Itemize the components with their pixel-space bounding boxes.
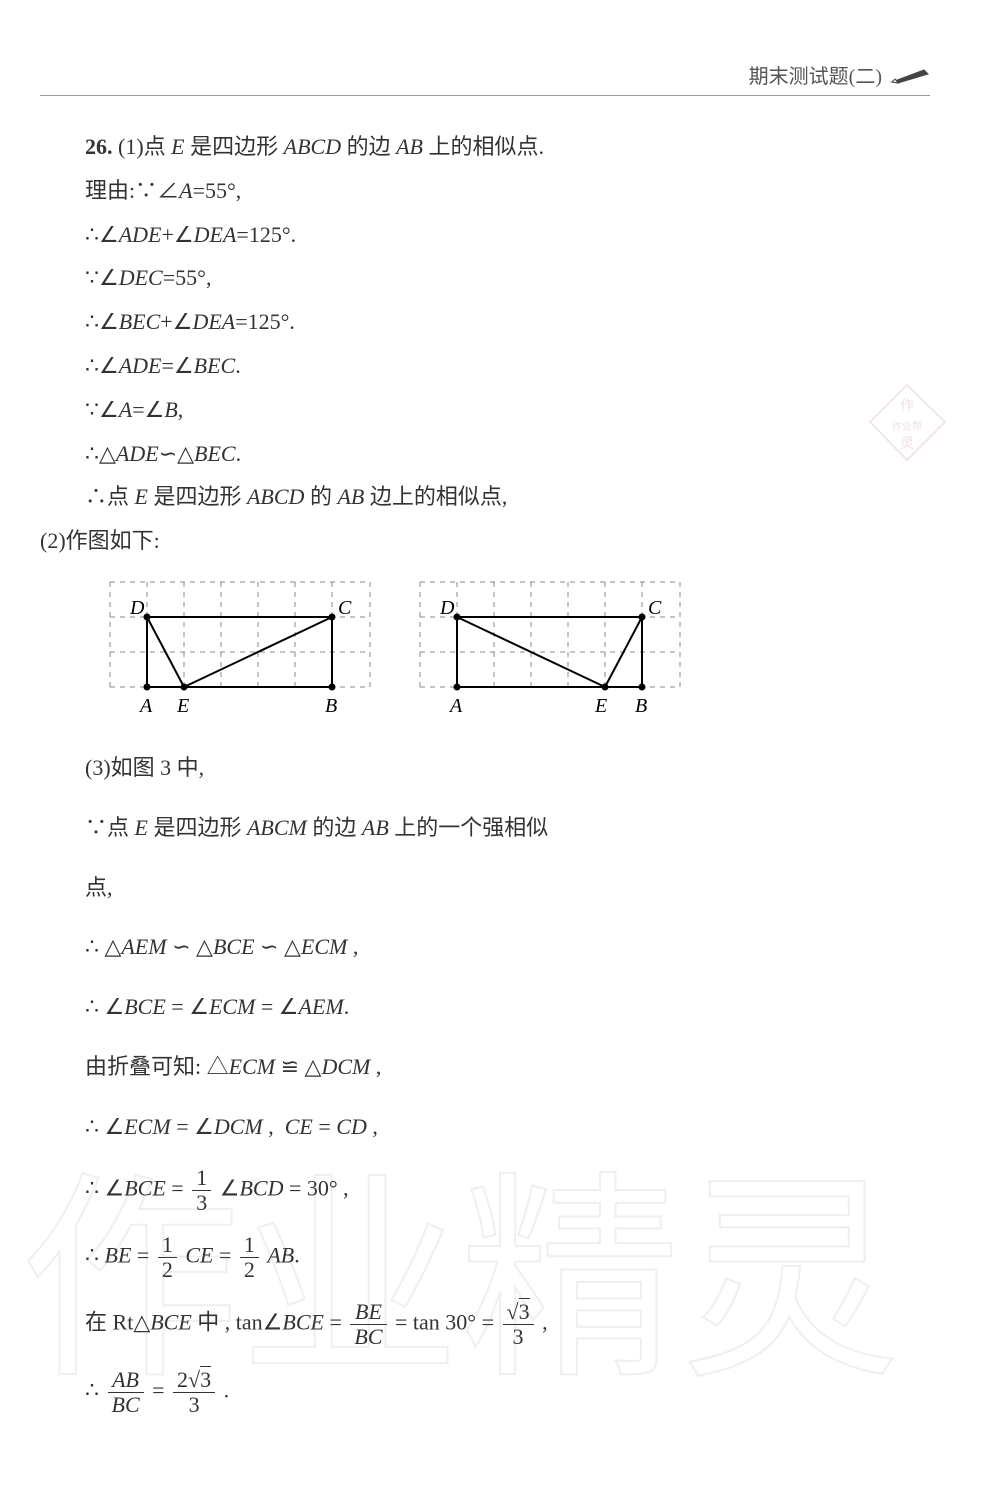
part3-line-4: 由折叠可知: △ECM ≌ △DCM , xyxy=(85,1046,930,1088)
part3-label: (3) xyxy=(85,755,111,780)
fig1-label-D: D xyxy=(129,597,145,619)
part2-text: 作图如下: xyxy=(66,528,160,553)
fraction-ab-bc: AB BC xyxy=(108,1368,144,1417)
part3-line-1: 点, xyxy=(85,867,930,909)
fig1-label-B: B xyxy=(325,695,337,717)
fraction-be-bc: BE BC xyxy=(350,1300,386,1349)
fraction-2sqrt3-3: 2√3 3 xyxy=(173,1368,215,1417)
part3-heading: (3)如图 3 中, xyxy=(85,747,930,789)
part3-frac2: ∴ BE = 1 2 CE = 1 2 AB. xyxy=(85,1233,930,1282)
svg-text:作业帮: 作业帮 xyxy=(892,421,922,433)
part1-statement: 点 E 是四边形 ABCD 的边 AB 上的相似点. xyxy=(144,134,544,159)
header-title: 期末测试题(二) xyxy=(749,60,882,89)
svg-text:作: 作 xyxy=(900,398,914,414)
proof-line-1: ∴∠ADE+∠DEA=125°. xyxy=(85,214,930,256)
part2-statement: (2)作图如下: xyxy=(40,520,930,562)
pencil-icon xyxy=(890,66,930,84)
fig2-label-C: C xyxy=(648,597,662,619)
frac2-after: AB. xyxy=(267,1243,299,1268)
figures-row: D C A E B xyxy=(100,572,930,727)
fig2-label-B: B xyxy=(635,695,647,717)
proof-line-6: ∴△ADE∽△BEC. xyxy=(85,433,930,475)
fraction-1-3: 1 3 xyxy=(192,1166,211,1215)
part3-line-5: ∴ ∠ECM = ∠DCM , CE = CD , xyxy=(85,1106,930,1148)
frac2-pre: ∴ BE = xyxy=(85,1243,155,1268)
proof-line-2: ∵∠DEC=55°, xyxy=(85,257,930,299)
fig2-label-D: D xyxy=(439,597,455,619)
frac2-mid: CE = xyxy=(185,1243,237,1268)
fig1-label-E: E xyxy=(176,695,189,717)
proof-line-7: ∴点 E 是四边形 ABCD 的 AB 边上的相似点, xyxy=(85,476,930,518)
frac1-pre: ∴ ∠BCE = xyxy=(85,1175,189,1200)
watermark-stamp-icon: 作 作业帮 灵 xyxy=(865,380,950,465)
page-header: 期末测试题(二) xyxy=(40,60,930,96)
proof-line-3: ∴∠BEC+∠DEA=125°. xyxy=(85,301,930,343)
last-mid: = xyxy=(152,1377,170,1402)
part3-last: ∴ AB BC = 2√3 3 . xyxy=(85,1368,930,1417)
problem-number: 26. xyxy=(85,134,113,159)
rt-after: , xyxy=(542,1310,548,1335)
rt-mid: = tan 30° = xyxy=(395,1310,500,1335)
proof-line-5: ∵∠A=∠B, xyxy=(85,389,930,431)
rt-pre: 在 Rt△BCE 中 , tan∠BCE = xyxy=(85,1310,347,1335)
part2-label: (2) xyxy=(40,528,66,553)
fraction-1-2a: 1 2 xyxy=(158,1233,177,1282)
fig1-label-C: C xyxy=(338,597,352,619)
fig1-label-A: A xyxy=(138,695,153,717)
part3-rt: 在 Rt△BCE 中 , tan∠BCE = BE BC = tan 30° =… xyxy=(85,1300,930,1349)
part3-heading-text: 如图 3 中, xyxy=(111,755,205,780)
part3-line-3: ∴ ∠BCE = ∠ECM = ∠AEM. xyxy=(85,986,930,1028)
last-after: . xyxy=(224,1377,230,1402)
last-pre: ∴ xyxy=(85,1377,105,1402)
frac1-after: ∠BCD = 30° , xyxy=(220,1175,349,1200)
fraction-1-2b: 1 2 xyxy=(240,1233,259,1282)
part1-label: (1) xyxy=(118,134,144,159)
fig2-label-E: E xyxy=(594,695,607,717)
svg-text:灵: 灵 xyxy=(900,437,914,452)
fig2-label-A: A xyxy=(448,695,463,717)
part3-line-0: ∵点 E 是四边形 ABCM 的边 AB 上的一个强相似 xyxy=(85,807,930,849)
proof-line-4: ∴∠ADE=∠BEC. xyxy=(85,345,930,387)
part3-line-2: ∴ △AEM ∽ △BCE ∽ △ECM , xyxy=(85,926,930,968)
part3-frac1: ∴ ∠BCE = 1 3 ∠BCD = 30° , xyxy=(85,1166,930,1215)
problem-body: 26. (1)点 E 是四边形 ABCD 的边 AB 上的相似点. 理由:∵∠A… xyxy=(40,126,930,1417)
proof-line-0: 理由:∵∠A=55°, xyxy=(85,170,930,212)
figure-1: D C A E B xyxy=(100,572,380,727)
fraction-sqrt3-3: √3 3 xyxy=(503,1300,534,1349)
problem-26-1-statement: 26. (1)点 E 是四边形 ABCD 的边 AB 上的相似点. xyxy=(85,126,930,168)
figure-2: D C A E B xyxy=(410,572,690,727)
